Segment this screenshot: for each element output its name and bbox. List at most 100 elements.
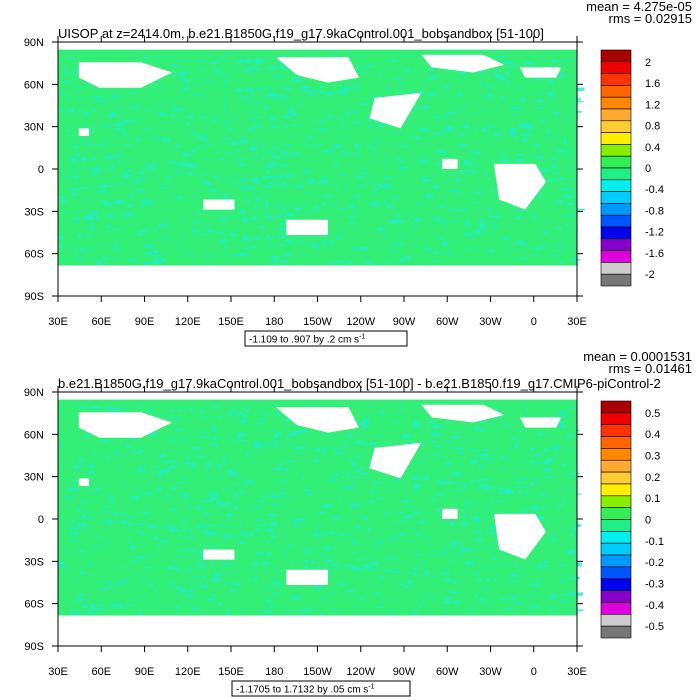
x-tick-label: 120E	[175, 316, 201, 328]
x-tick-label: 90E	[135, 316, 155, 328]
colorbar-swatch	[600, 273, 632, 287]
colorbar-swatch	[600, 507, 632, 520]
colorbar-swatch	[600, 85, 632, 98]
colorbar-label: 0.2	[645, 472, 660, 484]
colorbar-swatch	[600, 424, 632, 437]
colorbar-label: -0.3	[645, 578, 664, 590]
colorbar-swatch	[600, 132, 632, 145]
y-tick-label: 30S	[24, 556, 44, 568]
colorbar-swatch	[600, 459, 632, 473]
land-mask	[58, 392, 577, 646]
colorbar-swatch	[600, 578, 632, 591]
x-tick-label: 30W	[479, 666, 502, 678]
y-tick-label: 60N	[24, 79, 44, 91]
colorbar-swatch	[600, 144, 632, 157]
x-tick-label: 180	[265, 666, 283, 678]
contour-info: -1.1705 to 1.7132 by .05 cm s-1	[236, 684, 375, 696]
colorbar-swatch	[600, 542, 632, 556]
colorbar-label: -0.5	[645, 621, 664, 633]
colorbar-label: -1.2	[645, 227, 664, 239]
colorbar-label: 1.6	[645, 78, 660, 90]
colorbar-swatch	[600, 471, 632, 485]
colorbar-swatch	[600, 203, 632, 216]
colorbar-label: -0.2	[645, 557, 664, 569]
x-tick-label: 120E	[175, 666, 201, 678]
colorbar-swatch	[600, 436, 632, 449]
x-tick-label: 90E	[135, 666, 155, 678]
colorbar-swatch	[600, 167, 632, 181]
x-tick-label: 150E	[218, 316, 244, 328]
colorbar-swatch	[600, 400, 632, 414]
panel-title: UISOP at z=2414.0m, b.e21.B1850G.f19_g17…	[58, 26, 544, 41]
colorbar-swatch	[600, 179, 632, 192]
y-tick-label: 60S	[24, 599, 44, 611]
colorbar-label: 0.1	[645, 493, 660, 505]
x-tick-label: 120W	[346, 316, 375, 328]
panel-title: b.e21.B1850G.f19_g17.9kaControl.001_bobs…	[58, 376, 661, 391]
colorbar-swatch	[600, 61, 632, 74]
colorbar-label: -2	[645, 269, 655, 281]
colorbar-swatch	[600, 483, 632, 497]
stat-mean: mean = 4.275e-05	[586, 0, 692, 14]
stat-rms: rms = 0.01461	[609, 361, 692, 376]
colorbar-label: 2	[645, 57, 651, 69]
colorbar-swatch	[600, 613, 632, 627]
colorbar-label: 0	[645, 163, 651, 175]
x-tick-label: 60W	[436, 316, 459, 328]
y-tick-label: 90N	[24, 37, 44, 49]
y-tick-label: 30N	[24, 122, 44, 134]
x-tick-label: 90W	[393, 666, 416, 678]
x-tick-label: 150W	[303, 666, 332, 678]
colorbar-swatch	[600, 602, 632, 615]
y-tick-label: 90N	[24, 387, 44, 399]
x-tick-label: 0	[531, 666, 537, 678]
colorbar-swatch	[600, 226, 632, 240]
contour-info-box	[244, 330, 408, 347]
x-tick-label: 90W	[393, 316, 416, 328]
colorbar-label: -0.4	[645, 184, 664, 196]
colorbar: 0.5 0.4 0.3 0.2 0.1 0 -0.1 -0.2 -0.3 -0.4 -0.5	[600, 400, 664, 639]
colorbar-swatch	[600, 238, 632, 251]
colorbar-swatch	[600, 566, 632, 580]
y-tick-label: 0	[38, 514, 44, 526]
colorbar-label: -0.1	[645, 536, 664, 548]
x-tick-label: 60W	[436, 666, 459, 678]
y-tick-label: 90S	[24, 291, 44, 303]
colorbar-label: -0.8	[645, 205, 664, 217]
colorbar-label: 0.8	[645, 121, 660, 133]
colorbar-swatch	[600, 49, 632, 63]
y-tick-label: 0	[38, 164, 44, 176]
colorbar-swatch	[600, 625, 632, 639]
colorbar-swatch	[600, 214, 632, 228]
y-tick-label: 90S	[24, 641, 44, 653]
y-tick-label: 30S	[24, 206, 44, 218]
colorbar-label: -1.6	[645, 248, 664, 260]
colorbar-swatch	[600, 155, 632, 169]
x-tick-label: 30E	[48, 666, 68, 678]
colorbar-swatch	[600, 96, 632, 110]
colorbar-label: 0	[645, 515, 651, 527]
colorbar-swatch	[600, 590, 632, 603]
x-tick-label: 120W	[346, 666, 375, 678]
colorbar-swatch	[600, 531, 632, 544]
colorbar-swatch	[600, 554, 632, 568]
colorbar-swatch	[600, 73, 632, 86]
x-tick-label: 30E	[567, 316, 587, 328]
panel-1: UISOP at z=2414.0m, b.e21.B1850G.f19_g17…	[24, 0, 692, 347]
contour-info-box	[231, 680, 411, 697]
colorbar: 2 1.6 1.2 0.8 0.4 0 -0.4 -0.8 -1.2 -1.6 -2	[600, 49, 664, 287]
x-tick-label: 60E	[91, 316, 111, 328]
x-tick-label: 0	[531, 316, 537, 328]
x-tick-label: 30E	[567, 666, 587, 678]
colorbar-label: 0.3	[645, 451, 660, 463]
colorbar-swatch	[600, 519, 632, 532]
colorbar-swatch	[600, 495, 632, 508]
x-tick-label: 150W	[303, 316, 332, 328]
colorbar-swatch	[600, 108, 632, 122]
stat-rms: rms = 0.02915	[609, 11, 692, 26]
colorbar-label: 0.4	[645, 429, 660, 441]
colorbar-swatch	[600, 250, 632, 263]
land-mask	[58, 42, 577, 296]
colorbar-swatch	[600, 191, 632, 204]
